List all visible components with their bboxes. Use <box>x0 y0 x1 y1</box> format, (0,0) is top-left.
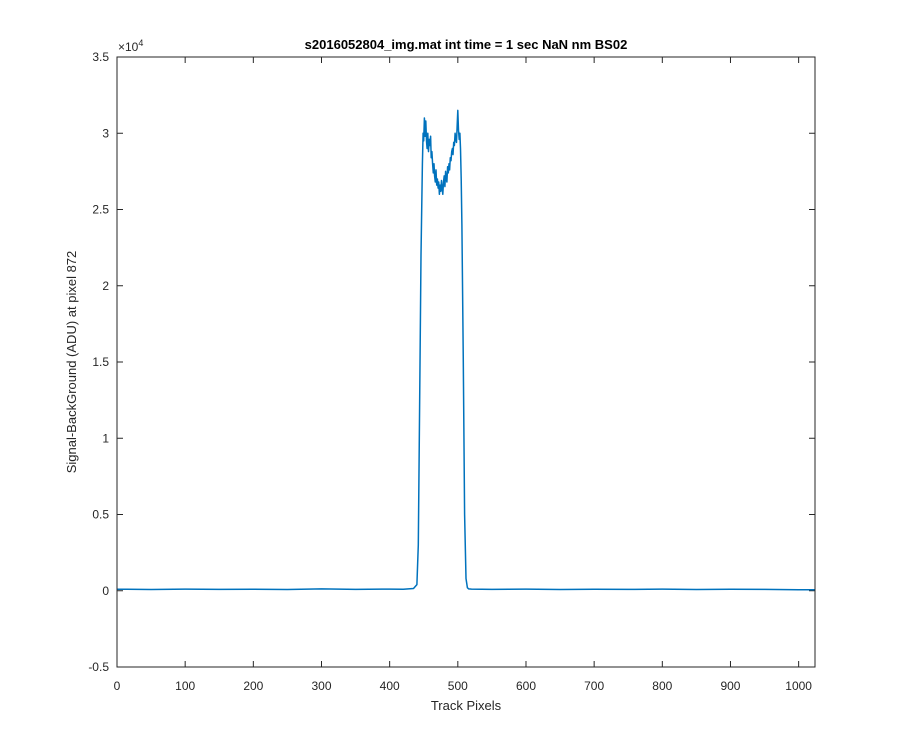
x-tick-label: 200 <box>243 679 263 693</box>
x-tick-label: 500 <box>448 679 468 693</box>
y-tick-label: 3.5 <box>92 50 109 64</box>
x-tick-label: 1000 <box>785 679 812 693</box>
y-tick-label: 0 <box>102 584 109 598</box>
x-tick-label: 800 <box>652 679 672 693</box>
y-axis-label: Signal-BackGround (ADU) at pixel 872 <box>64 251 79 474</box>
series-line <box>116 109 816 591</box>
x-tick-label: 400 <box>380 679 400 693</box>
y-tick-label: 2.5 <box>92 203 109 217</box>
y-tick-label: 3 <box>102 126 109 140</box>
y-tick-label: 1 <box>102 431 109 445</box>
x-tick-label: 0 <box>114 679 121 693</box>
y-tick-label: -0.5 <box>88 660 109 674</box>
x-tick-label: 900 <box>720 679 740 693</box>
x-axis-label: Track Pixels <box>431 698 502 713</box>
x-tick-label: 300 <box>311 679 331 693</box>
x-tick-label: 700 <box>584 679 604 693</box>
y-exponent-label: ×104 <box>118 38 143 54</box>
axes-box <box>116 56 816 668</box>
y-exponent-base: ×10 <box>118 40 139 54</box>
data-layer <box>116 109 816 591</box>
chart-title: s2016052804_img.mat int time = 1 sec NaN… <box>305 37 628 52</box>
y-tick-label: 1.5 <box>92 355 109 369</box>
x-tick-label: 100 <box>175 679 195 693</box>
y-tick-label: 0.5 <box>92 508 109 522</box>
x-tick-label: 600 <box>516 679 536 693</box>
y-exponent-power: 4 <box>138 38 143 48</box>
y-tick-label: 2 <box>102 279 109 293</box>
ticks-layer: 0 100 200 300 400 500 600 700 800 900 1000 -0.5 0 0.5… <box>88 50 815 693</box>
